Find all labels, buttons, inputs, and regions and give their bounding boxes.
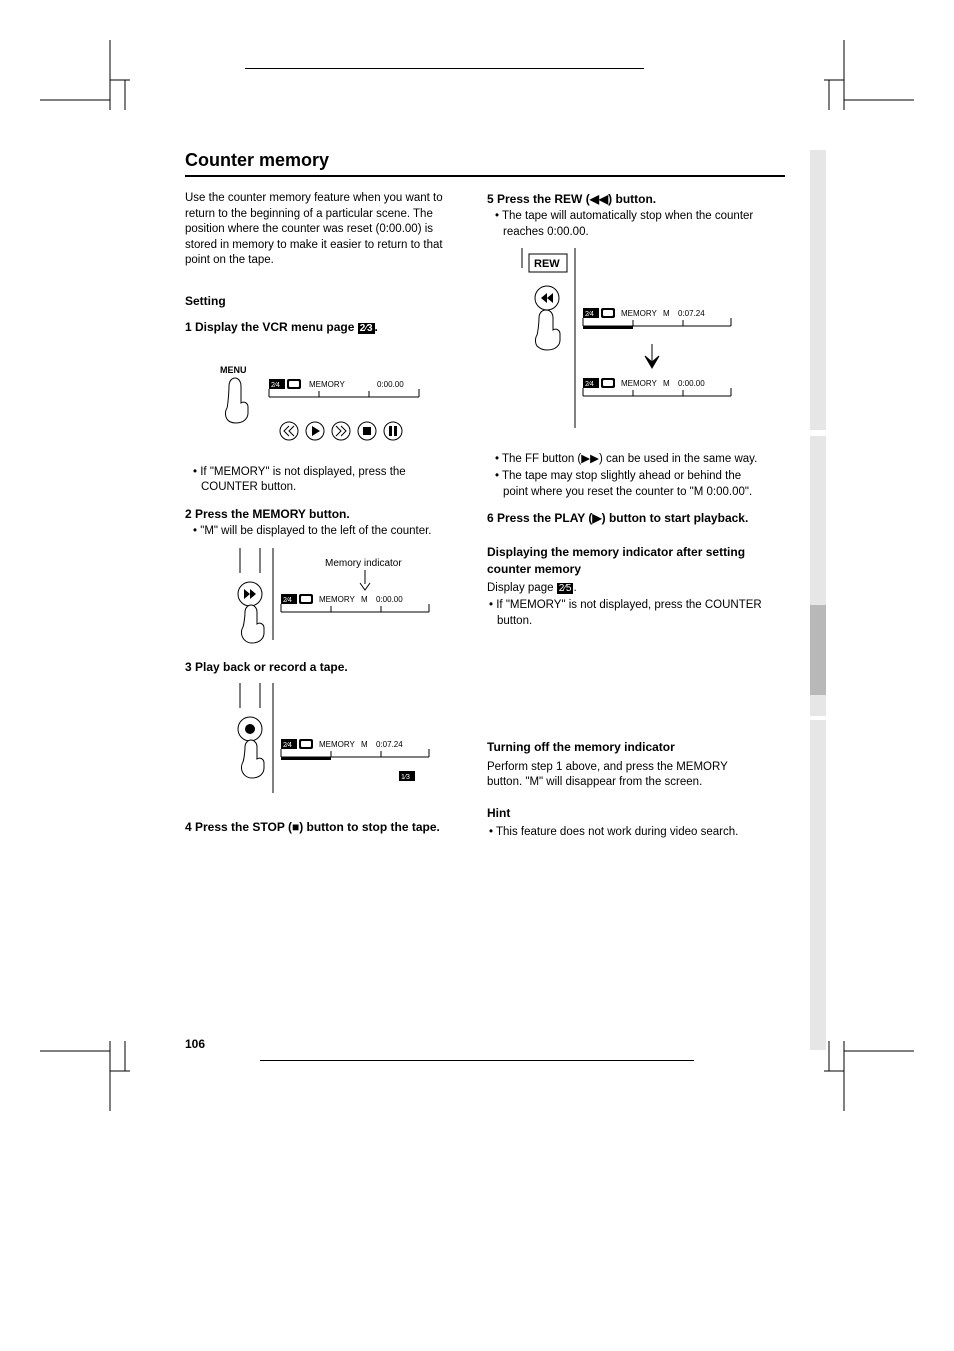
svg-text:MEMORY: MEMORY (319, 595, 356, 604)
step-5-label: 5 Press the REW (◀◀) button. (487, 191, 765, 207)
header-rule (245, 68, 644, 69)
turning-off-body: Perform step 1 above, and press the MEMO… (487, 760, 765, 791)
svg-text:0:07.24: 0:07.24 (678, 309, 705, 318)
step-2-diagram: Memory indicator 2⁄4 MEMORY M 0:00.00 (215, 548, 463, 650)
displaying-body: Display page 2⁄5. (487, 581, 765, 597)
hand-icon (226, 378, 249, 423)
step-5-note2: • The tape may stop slightly ahead or be… (487, 469, 765, 500)
play-icon (306, 422, 324, 440)
setting-header: Setting (185, 293, 463, 309)
side-tab-active (810, 605, 826, 695)
displaying-bullet: • If "MEMORY" is not displayed, press th… (487, 598, 765, 629)
crop-mark-br (824, 1041, 914, 1111)
step-3-diagram: 2⁄4 MEMORY M 0:07.24 1⁄3 (215, 683, 463, 809)
svg-text:2⁄4: 2⁄4 (271, 382, 280, 389)
right-column: 5 Press the REW (◀◀) button. • The tape … (487, 191, 765, 840)
svg-text:2⁄4: 2⁄4 (585, 311, 594, 318)
pause-icon (384, 422, 402, 440)
svg-text:REW: REW (534, 258, 560, 270)
svg-text:0:00.00: 0:00.00 (678, 379, 705, 388)
step-1-bullet: • If "MEMORY" is not displayed, press th… (185, 465, 463, 496)
displaying-header: Displaying the memory indicator after se… (487, 544, 765, 576)
svg-text:MEMORY: MEMORY (621, 379, 658, 388)
step-4-label: 4 Press the STOP (■) button to stop the … (185, 819, 463, 835)
ff-icon (332, 422, 350, 440)
hand-icon (242, 605, 265, 643)
step-5-note1: • The FF button (▶▶) can be used in the … (487, 452, 765, 468)
svg-text:0:07.24: 0:07.24 (376, 740, 403, 749)
stop-icon (358, 422, 376, 440)
svg-text:M: M (361, 595, 368, 604)
turning-off-header: Turning off the memory indicator (487, 739, 765, 755)
svg-text:M: M (663, 379, 670, 388)
intro-text: Use the counter memory feature when you … (185, 191, 463, 269)
page-title: Counter memory (185, 150, 785, 177)
hint-bullet: • This feature does not work during vide… (487, 825, 765, 841)
rew-icon (280, 422, 298, 440)
svg-text:M: M (663, 309, 670, 318)
page-number: 106 (185, 1037, 205, 1051)
footer-rule (260, 1060, 694, 1061)
hint-header: Hint (487, 805, 765, 821)
step-5-bullet: • The tape will automatically stop when … (487, 209, 765, 240)
crop-mark-bl (40, 1041, 130, 1111)
svg-text:1⁄3: 1⁄3 (401, 774, 410, 781)
down-arrow-icon (645, 344, 659, 368)
step-1-diagram: MENU 2⁄4 MEMORY 0:00.00 (215, 343, 463, 457)
left-column: Use the counter memory feature when you … (185, 191, 463, 840)
svg-text:MEMORY: MEMORY (621, 309, 658, 318)
hand-icon (536, 310, 561, 350)
step-6-label: 6 Press the PLAY (▶) button to start pla… (487, 510, 765, 526)
svg-text:0:00.00: 0:00.00 (377, 380, 404, 389)
crop-mark-tl (40, 40, 130, 110)
svg-text:2⁄4: 2⁄4 (283, 597, 292, 604)
playback-controls-icon (280, 422, 402, 440)
memory-indicator-label: Memory indicator (325, 558, 402, 569)
step-2-bullet: • "M" will be displayed to the left of t… (185, 524, 463, 540)
svg-text:M: M (361, 740, 368, 749)
svg-text:0:00.00: 0:00.00 (376, 595, 403, 604)
crop-mark-tr (824, 40, 914, 110)
svg-text:2⁄4: 2⁄4 (585, 381, 594, 388)
side-tab-1 (810, 150, 826, 430)
step-1-label: 1 Display the VCR menu page 2⁄3. (185, 319, 463, 336)
step-2-label: 2 Press the MEMORY button. (185, 506, 463, 522)
svg-text:MEMORY: MEMORY (319, 740, 356, 749)
step-3-label: 3 Play back or record a tape. (185, 659, 463, 675)
step-5-diagram: REW 2⁄4 MEMORY M 0:07.24 (497, 248, 765, 444)
svg-text:2⁄4: 2⁄4 (283, 742, 292, 749)
side-tab-3 (810, 720, 826, 1050)
menu-button-label: MENU (220, 365, 247, 375)
svg-text:MEMORY: MEMORY (309, 380, 346, 389)
hand-icon (242, 740, 265, 778)
